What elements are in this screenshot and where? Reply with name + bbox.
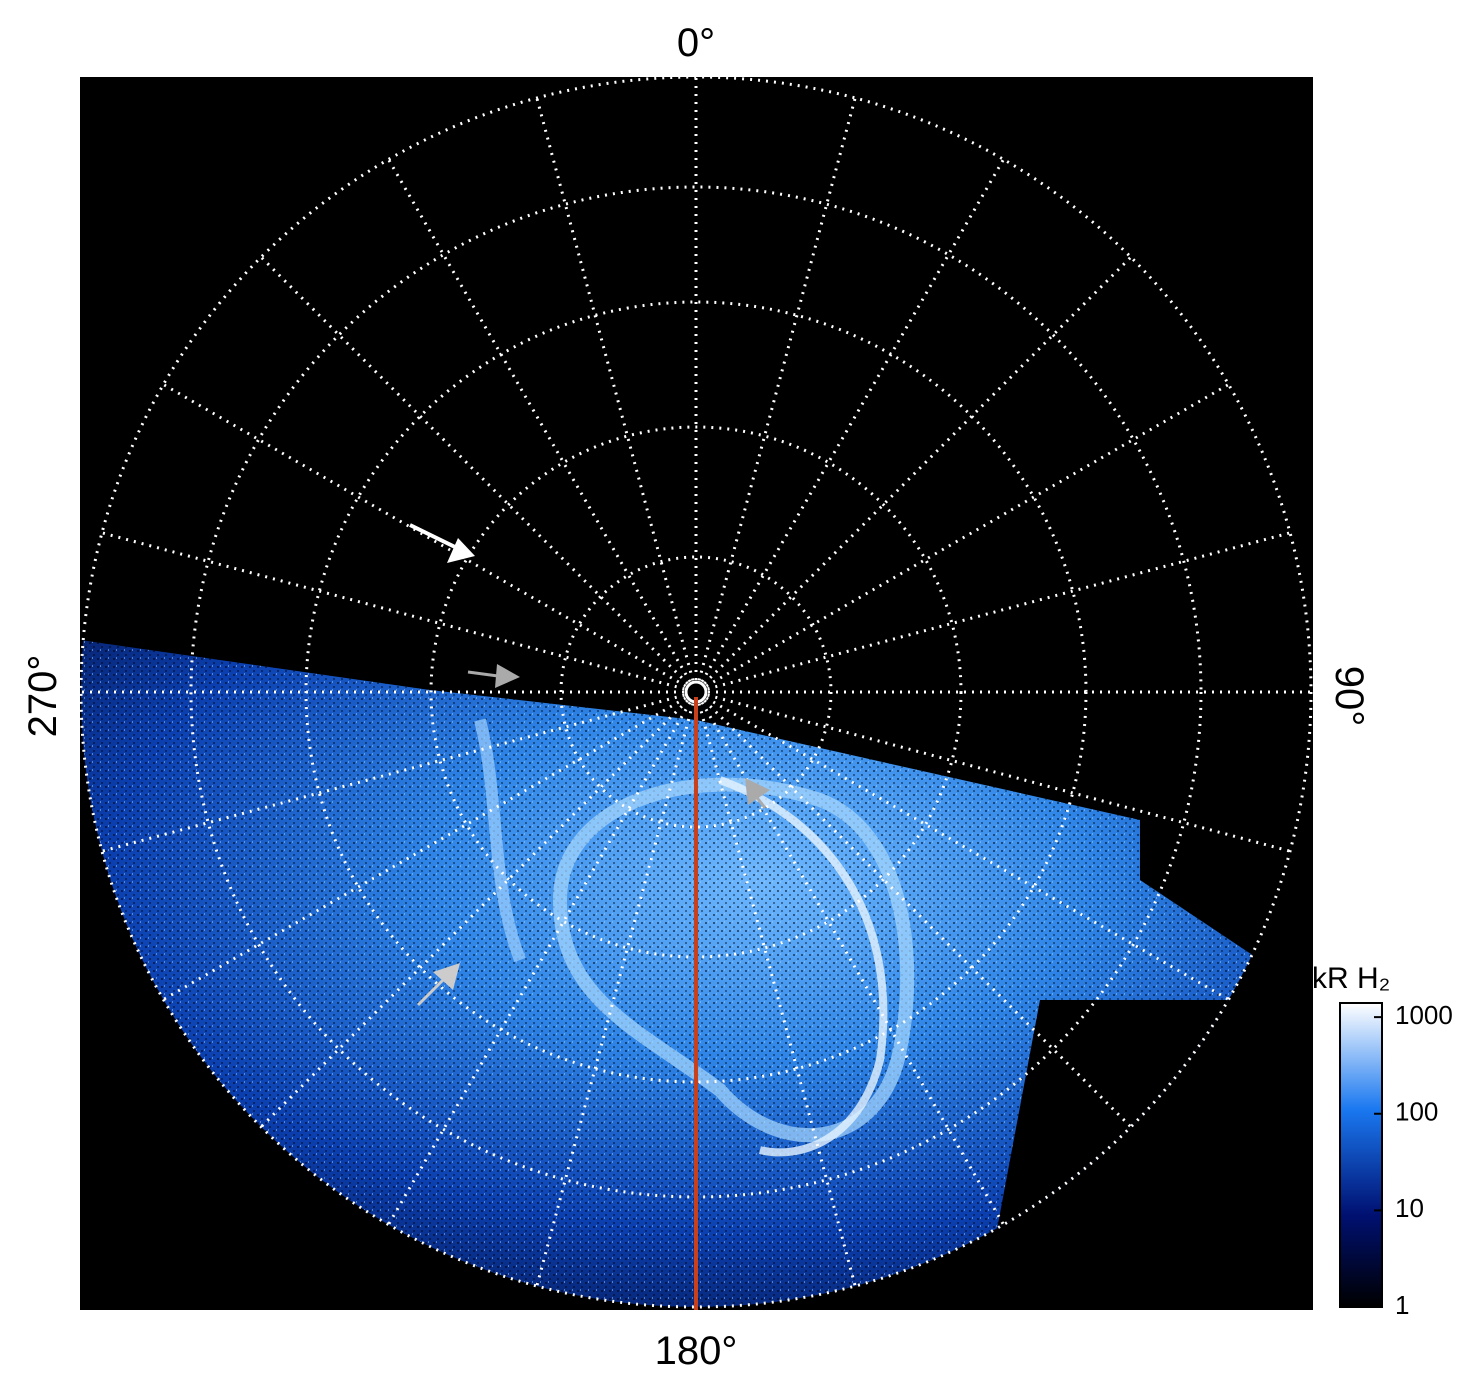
- colorbar-tick-label: 10: [1395, 1193, 1424, 1223]
- arrows: [409, 523, 770, 1007]
- angle-label: 90°: [1327, 666, 1371, 727]
- colorbar: [1339, 1002, 1383, 1308]
- colorbar-tick-label: 1000: [1395, 1000, 1453, 1030]
- angle-label: 0°: [677, 21, 715, 65]
- aurora: [81, 640, 1311, 1307]
- colorbar-tick-label: 1: [1395, 1290, 1409, 1320]
- colorbar-tick-label: 100: [1395, 1097, 1438, 1127]
- angle-label: 180°: [655, 1329, 738, 1373]
- colorbar-title: kR H₂: [1312, 962, 1390, 995]
- angle-label: 270°: [21, 655, 65, 738]
